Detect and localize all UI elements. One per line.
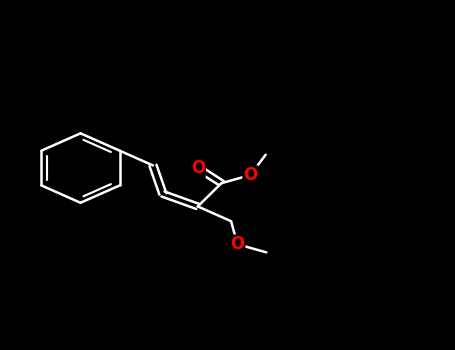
Text: O: O <box>230 235 245 253</box>
Text: O: O <box>243 166 258 184</box>
Text: O: O <box>191 159 205 177</box>
